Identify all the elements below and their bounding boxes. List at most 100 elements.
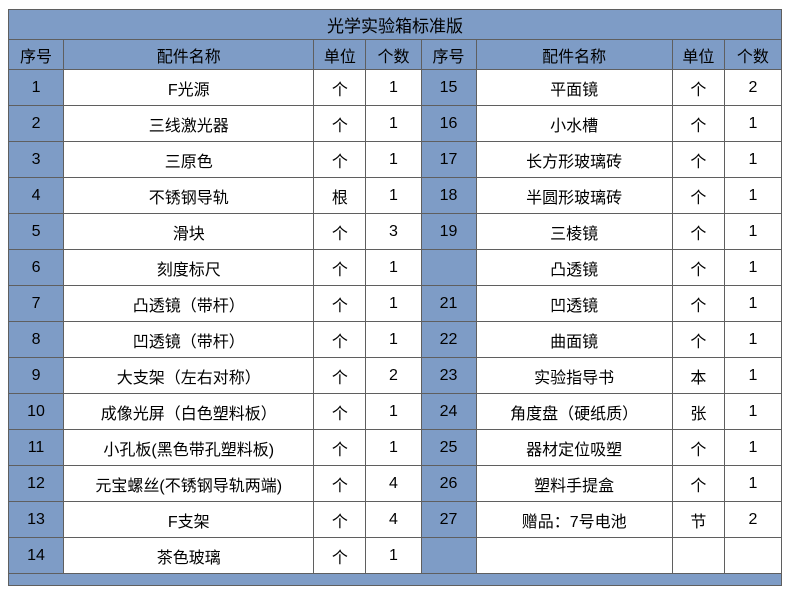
table-row: 14 茶色玻璃个 1	[7, 537, 783, 574]
part-name-cell: 元宝螺丝(不锈钢导轨两端)	[63, 465, 315, 502]
part-name-cell: 三原色	[63, 141, 315, 178]
quantity-cell: 1	[365, 537, 422, 574]
row-number-cell: 6	[7, 249, 65, 286]
row-number-cell: 21	[420, 285, 477, 322]
table-row: 13 F支架个 4 27 赠品：7号电池节 2	[7, 501, 783, 538]
table-row: 9 大支架（左右对称）个 2 23 实验指导书本 1	[7, 357, 783, 394]
row-number-cell: 16	[420, 105, 477, 142]
unit-cell: 个	[313, 285, 367, 322]
quantity-cell: 1	[723, 429, 783, 466]
unit-cell: 个	[671, 105, 725, 142]
unit-cell: 个	[313, 69, 367, 106]
unit-cell: 个	[671, 285, 725, 322]
row-number-cell: 1	[7, 69, 65, 106]
quantity-cell: 1	[723, 141, 783, 178]
table-row: 8 凹透镜（带杆）个 1 22 曲面镜个 1	[7, 321, 783, 358]
unit-cell: 个	[313, 357, 367, 394]
part-name-cell: F光源	[63, 69, 315, 106]
part-name-cell: 三线激光器	[63, 105, 315, 142]
row-number-cell: 27	[420, 501, 477, 538]
unit-cell: 个	[313, 141, 367, 178]
unit-cell: 个	[313, 465, 367, 502]
part-name-cell: 不锈钢导轨	[63, 177, 315, 214]
quantity-cell	[723, 537, 783, 574]
table-row: 12 元宝螺丝(不锈钢导轨两端) 个 4 26 塑料手提盒个 1	[7, 465, 783, 502]
row-number-cell: 2	[7, 105, 65, 142]
unit-cell: 个	[671, 321, 725, 358]
unit-cell: 个	[671, 249, 725, 286]
unit-cell: 个	[313, 429, 367, 466]
quantity-cell: 3	[365, 213, 422, 250]
part-name-cell: 实验指导书	[475, 357, 673, 394]
header-no-right: 序号	[420, 39, 477, 70]
part-name-cell: 小孔板(黑色带孔塑料板)	[63, 429, 315, 466]
table-row: 6 刻度标尺个 1 凸透镜个 1	[7, 249, 783, 286]
quantity-cell: 2	[723, 501, 783, 538]
header-unit-right: 单位	[671, 39, 725, 70]
unit-cell: 个	[313, 537, 367, 574]
quantity-cell: 1	[723, 321, 783, 358]
unit-cell: 本	[671, 357, 725, 394]
quantity-cell: 1	[365, 141, 422, 178]
row-number-cell: 15	[420, 69, 477, 106]
quantity-cell: 1	[723, 357, 783, 394]
part-name-cell: 凸透镜	[475, 249, 673, 286]
table-title: 光学实验箱标准版	[8, 9, 782, 40]
table-row: 11 小孔板(黑色带孔塑料板) 个 1 25 器材定位吸塑个 1	[7, 429, 783, 466]
quantity-cell: 4	[365, 501, 422, 538]
row-number-cell: 18	[420, 177, 477, 214]
table-row: 5 滑块个 3 19 三棱镜个 1	[7, 213, 783, 250]
row-number-cell	[420, 537, 477, 574]
part-name-cell: 成像光屏（白色塑料板）	[63, 393, 315, 430]
header-qty-right: 个数	[723, 39, 783, 70]
unit-cell: 个	[671, 465, 725, 502]
unit-cell: 节	[671, 501, 725, 538]
quantity-cell: 1	[365, 249, 422, 286]
quantity-cell: 1	[365, 393, 422, 430]
table-row: 3 三原色个 1 17 长方形玻璃砖个 1	[7, 141, 783, 178]
unit-cell	[671, 537, 725, 574]
quantity-cell: 4	[365, 465, 422, 502]
row-number-cell: 11	[7, 429, 65, 466]
quantity-cell: 1	[365, 285, 422, 322]
unit-cell: 个	[313, 105, 367, 142]
row-number-cell: 13	[7, 501, 65, 538]
unit-cell: 个	[313, 249, 367, 286]
part-name-cell: 长方形玻璃砖	[475, 141, 673, 178]
quantity-cell: 1	[723, 465, 783, 502]
row-number-cell: 10	[7, 393, 65, 430]
part-name-cell: 塑料手提盒	[475, 465, 673, 502]
header-qty-left: 个数	[365, 39, 422, 70]
part-name-cell: 茶色玻璃	[63, 537, 315, 574]
header-no-left: 序号	[7, 39, 65, 70]
row-number-cell	[420, 249, 477, 286]
header-row: 序号 配件名称 单位 个数 序号 配件名称 单位 个数	[7, 39, 783, 70]
part-name-cell: 小水槽	[475, 105, 673, 142]
row-number-cell: 25	[420, 429, 477, 466]
unit-cell: 个	[671, 429, 725, 466]
unit-cell: 个	[313, 213, 367, 250]
part-name-cell: 器材定位吸塑	[475, 429, 673, 466]
quantity-cell: 1	[365, 69, 422, 106]
quantity-cell: 1	[365, 321, 422, 358]
quantity-cell: 2	[365, 357, 422, 394]
unit-cell: 个	[313, 393, 367, 430]
part-name-cell: 半圆形玻璃砖	[475, 177, 673, 214]
part-name-cell: 大支架（左右对称）	[63, 357, 315, 394]
row-number-cell: 3	[7, 141, 65, 178]
quantity-cell: 1	[365, 177, 422, 214]
row-number-cell: 4	[7, 177, 65, 214]
table-row: 1 F光源个 1 15 平面镜个 2	[7, 69, 783, 106]
quantity-cell: 1	[365, 429, 422, 466]
header-name-right: 配件名称	[475, 39, 673, 70]
title-row: 光学实验箱标准版	[8, 9, 782, 40]
row-number-cell: 24	[420, 393, 477, 430]
footer-strip	[8, 573, 782, 586]
unit-cell: 个	[671, 213, 725, 250]
row-number-cell: 5	[7, 213, 65, 250]
quantity-cell: 1	[723, 177, 783, 214]
unit-cell: 根	[313, 177, 367, 214]
header-name-left: 配件名称	[63, 39, 315, 70]
table-body: 1 F光源个 1 15 平面镜个 2 2 三线激光器个 1 16 小水槽个 1 3 三原色个 1 17 长方形玻…	[7, 69, 783, 574]
header-unit-left: 单位	[313, 39, 367, 70]
